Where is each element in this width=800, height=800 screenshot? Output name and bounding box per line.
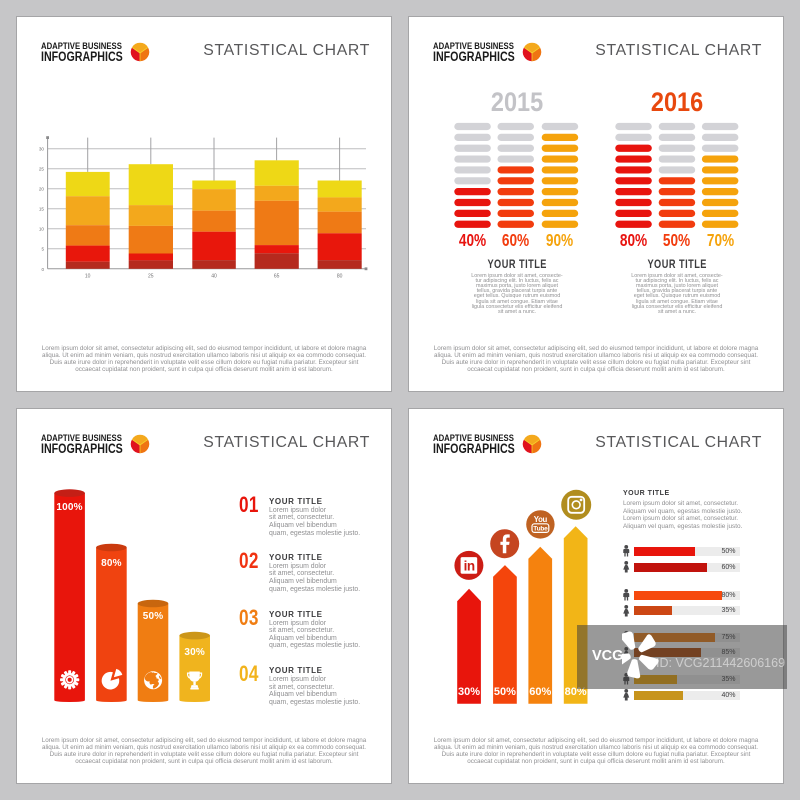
svg-text:80%: 80% [101, 558, 122, 569]
svg-text:40: 40 [211, 274, 217, 280]
svg-text:30: 30 [39, 147, 45, 152]
svg-text:65: 65 [274, 274, 280, 280]
svg-text:in: in [464, 558, 475, 573]
svg-text:10: 10 [85, 274, 91, 280]
svg-text:10: 10 [39, 227, 45, 232]
svg-text:5: 5 [41, 247, 44, 252]
svg-text:30%: 30% [184, 647, 205, 658]
svg-text:30%: 30% [458, 686, 480, 698]
svg-text:60%: 60% [529, 686, 551, 698]
svg-text:50%: 50% [494, 686, 516, 698]
svg-text:80%: 80% [565, 686, 587, 698]
svg-text:100%: 100% [56, 502, 82, 513]
svg-text:Tube: Tube [533, 526, 548, 533]
svg-text:You: You [534, 515, 548, 524]
svg-text:15: 15 [39, 207, 45, 212]
svg-text:0: 0 [41, 267, 44, 272]
svg-text:25: 25 [39, 167, 45, 172]
svg-text:20: 20 [39, 187, 45, 192]
svg-text:25: 25 [148, 274, 154, 280]
svg-text:50%: 50% [143, 611, 164, 622]
svg-text:80: 80 [337, 274, 343, 280]
